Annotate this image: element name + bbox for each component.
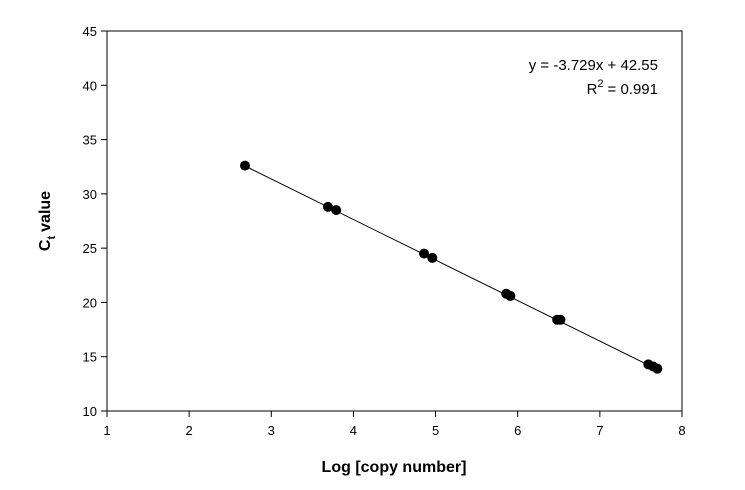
y-tick-label: 45	[83, 24, 97, 39]
y-tick-label: 10	[83, 404, 97, 419]
point	[331, 205, 342, 216]
point	[505, 290, 516, 301]
x-tick-label: 3	[268, 423, 275, 438]
y-axis-title-subscript: t	[46, 236, 58, 240]
y-tick-label: 15	[83, 350, 97, 365]
r-squared: R2 = 0.991	[587, 78, 658, 98]
x-tick-label: 1	[103, 423, 110, 438]
point	[322, 201, 333, 212]
x-tick-label: 5	[432, 423, 439, 438]
x-tick-label: 6	[514, 423, 521, 438]
x-tick-label: 2	[186, 423, 193, 438]
x-tick-label: 4	[350, 423, 357, 438]
y-tick-label: 25	[83, 241, 97, 256]
x-tick-label: 8	[678, 423, 685, 438]
y-tick-label: 35	[83, 133, 97, 148]
equation: y = -3.729x + 42.55	[529, 57, 658, 74]
y-axis-title-text: value	[37, 191, 54, 232]
x-tick-label: 7	[596, 423, 603, 438]
point	[427, 252, 438, 263]
y-axis-title-base: C	[37, 239, 54, 251]
y-tick-label: 40	[83, 78, 97, 93]
r-squared-text: = 0.991	[608, 81, 658, 98]
y-tick-label: 30	[83, 187, 97, 202]
y-tick-label: 20	[83, 295, 97, 310]
y-axis-title: Ct value	[37, 191, 58, 251]
point	[652, 363, 663, 374]
point	[419, 248, 430, 259]
r-squared-superscript: 2	[597, 78, 603, 90]
plot-frame	[106, 30, 683, 412]
r-squared-base: R	[587, 81, 598, 98]
point	[240, 160, 250, 171]
trendline	[243, 165, 656, 370]
x-axis-title: Log [copy number]	[322, 459, 467, 476]
point	[555, 314, 566, 325]
